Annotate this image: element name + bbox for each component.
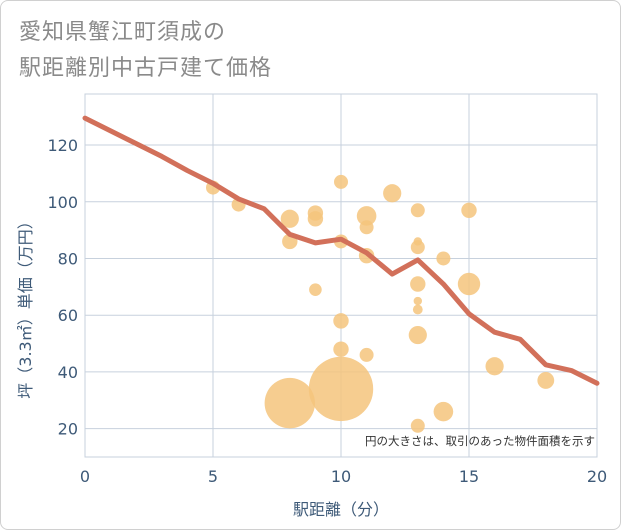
x-tick-label: 20 bbox=[587, 467, 607, 486]
x-tick-label: 10 bbox=[331, 467, 351, 486]
y-axis-label: 坪（3.3㎡）単価（万円） bbox=[16, 213, 35, 398]
bubble-point bbox=[333, 341, 349, 357]
bubble-point bbox=[383, 184, 402, 203]
x-tick-label: 5 bbox=[208, 467, 218, 486]
y-tick-label: 60 bbox=[58, 306, 78, 325]
y-axis-ticks: 20 40 60 80 100 120 bbox=[47, 136, 78, 439]
bubble-point bbox=[413, 296, 422, 306]
bubble-point bbox=[537, 372, 555, 389]
bubble-point bbox=[436, 251, 451, 266]
bubble-point bbox=[356, 206, 377, 226]
x-tick-label: 15 bbox=[459, 467, 479, 486]
trend-line-group bbox=[82, 115, 600, 386]
size-legend-note: 円の大きさは、取引のあった物件面積を示す bbox=[365, 434, 595, 448]
bubble-point bbox=[457, 272, 481, 296]
bubble-point bbox=[359, 347, 374, 362]
bubble-point bbox=[280, 209, 299, 228]
bubble-point bbox=[433, 401, 454, 422]
bubble-series bbox=[206, 174, 555, 433]
bubble-point bbox=[309, 283, 322, 296]
chart-title-line-1: 愛知県蟹江町須成の bbox=[19, 20, 227, 45]
bubble-point bbox=[264, 377, 315, 429]
x-axis-ticks: 0 5 10 15 20 bbox=[80, 467, 607, 486]
y-tick-label: 20 bbox=[58, 420, 78, 439]
x-tick-label: 0 bbox=[80, 467, 90, 486]
y-tick-label: 80 bbox=[58, 249, 78, 268]
y-tick-label: 40 bbox=[58, 363, 78, 382]
bubble-point bbox=[461, 202, 477, 218]
y-tick-label: 100 bbox=[47, 193, 78, 212]
bubble-point bbox=[408, 325, 427, 345]
bubble-point bbox=[333, 313, 349, 329]
bubble-point bbox=[485, 357, 504, 376]
chart-title: 愛知県蟹江町須成の 駅距離別中古戸建て価格 bbox=[19, 15, 272, 87]
bubble-point bbox=[410, 203, 425, 218]
bubble-point bbox=[308, 356, 374, 422]
bubble-point bbox=[412, 304, 423, 315]
average-price-line bbox=[82, 115, 600, 386]
bubble-point bbox=[410, 240, 425, 255]
bubble-point bbox=[359, 220, 374, 235]
bubble-point bbox=[307, 211, 324, 227]
bubble-point bbox=[334, 174, 348, 189]
chart-title-line-2: 駅距離別中古戸建て価格 bbox=[19, 56, 273, 81]
bubble-point bbox=[410, 418, 425, 433]
x-axis-label: 駅距離（分） bbox=[293, 500, 389, 519]
y-tick-label: 120 bbox=[47, 136, 78, 155]
bubble-point bbox=[410, 276, 426, 292]
